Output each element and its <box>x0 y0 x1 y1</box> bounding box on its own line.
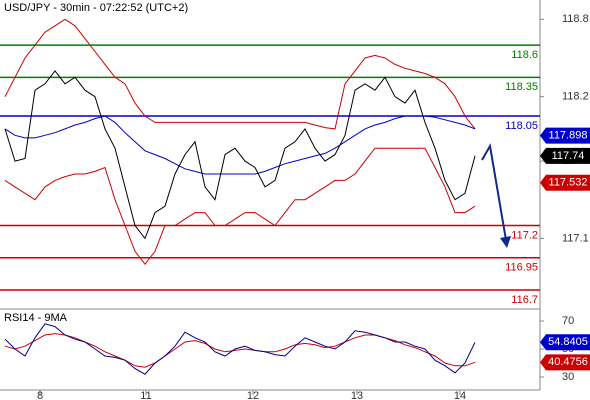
x-tick-label: 13 <box>351 390 363 400</box>
price-flag <box>540 174 590 191</box>
series-line <box>4 323 476 375</box>
level-label: 118.05 <box>505 120 538 132</box>
price-flag <box>540 334 590 351</box>
price-flag <box>540 127 590 144</box>
y-tick-label: 70 <box>562 315 574 327</box>
chart-title: USD/JPY - 30min - 07:22:52 (UTC+2) <box>4 2 188 14</box>
price-flag-label: 117.532 <box>549 177 588 189</box>
price-flag <box>540 354 590 371</box>
price-flag-label: 54.8405 <box>548 336 588 348</box>
price-flag <box>540 147 590 164</box>
x-tick-label: 8 <box>37 390 43 400</box>
forecast-arrowhead <box>500 236 511 248</box>
series-line <box>4 115 476 175</box>
level-label: 118.6 <box>511 49 538 61</box>
price-flag-label: 117.898 <box>549 129 588 141</box>
level-label: 116.7 <box>511 294 538 306</box>
series-line <box>4 18 476 130</box>
level-label: 117.2 <box>511 229 538 241</box>
x-tick-label: 14 <box>454 390 466 400</box>
forecast-arrow <box>481 143 507 241</box>
y-tick-label: 118.2 <box>562 91 589 103</box>
series-line <box>4 147 476 266</box>
price-flag-label: 40.4756 <box>548 356 588 368</box>
y-tick-label: 30 <box>562 371 574 383</box>
series-line <box>4 70 476 240</box>
x-tick-label: 11 <box>140 390 151 400</box>
y-tick-label: 117.1 <box>562 232 589 244</box>
panel-title: RSI14 - 9MA <box>4 312 68 324</box>
price-flag-label: 117.74 <box>552 150 585 162</box>
level-label: 118.35 <box>505 81 538 93</box>
x-tick-label: 12 <box>247 390 259 400</box>
level-label: 116.95 <box>505 262 538 274</box>
y-tick-label: 118.8 <box>562 13 589 25</box>
